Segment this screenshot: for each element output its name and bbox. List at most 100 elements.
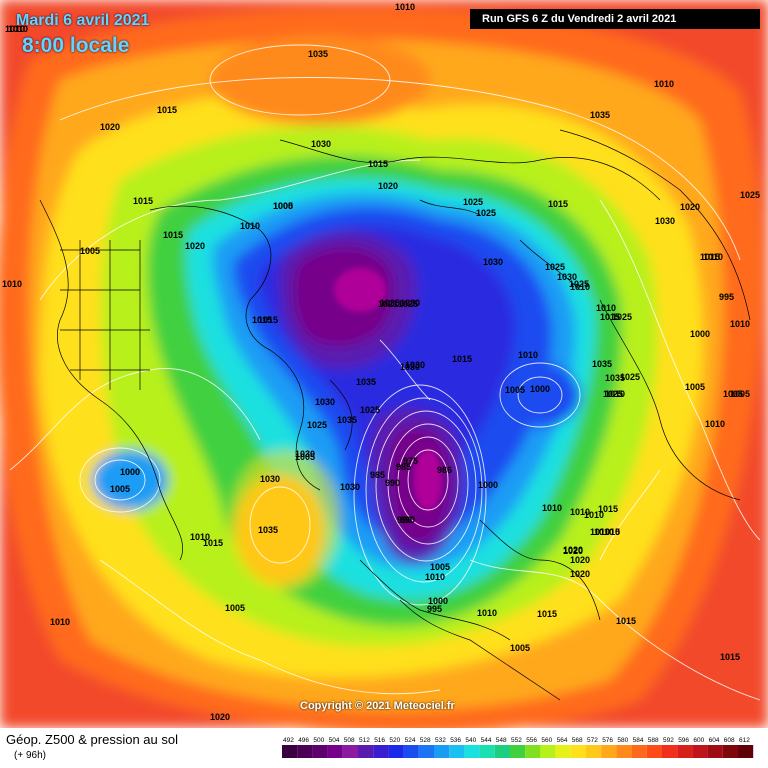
pressure-label: 1010	[395, 2, 415, 12]
pressure-label: 1000	[273, 201, 293, 211]
pressure-label: 1010	[600, 527, 620, 537]
scale-swatch	[738, 745, 754, 758]
pressure-label: 1025	[569, 279, 589, 289]
scale-swatch	[373, 745, 389, 758]
core-polar-low	[334, 268, 386, 312]
scale-tick-label: 580	[617, 737, 628, 744]
scale-swatch	[722, 745, 738, 758]
pressure-label: 1025	[603, 389, 623, 399]
pressure-label: 1000	[478, 480, 498, 490]
pressure-label: 1030	[315, 397, 335, 407]
scale-tick-label: 508	[344, 737, 355, 744]
scale-tick-label: 600	[693, 737, 704, 744]
pressure-label: 1030	[655, 216, 675, 226]
pressure-label: 1005	[80, 246, 100, 256]
pressure-label: 986	[437, 465, 452, 475]
scale-tick-label: 596	[678, 737, 689, 744]
pressure-label: 1015	[252, 315, 272, 325]
pressure-label: 1015	[600, 312, 620, 322]
pressure-label: 1015	[203, 538, 223, 548]
scale-swatch	[677, 745, 693, 758]
scale-swatch	[540, 745, 556, 758]
scale-tick-label: 612	[739, 737, 750, 744]
pressure-label: 1005	[685, 382, 705, 392]
scale-swatch	[282, 745, 298, 758]
pressure-label: 1025	[740, 190, 760, 200]
pressure-label: 1010	[542, 503, 562, 513]
scale-swatch	[388, 745, 404, 758]
scale-tick-label: 564	[557, 737, 568, 744]
pressure-label: 1005	[505, 385, 525, 395]
scale-swatch	[358, 745, 374, 758]
pressure-label: 1015	[548, 199, 568, 209]
pressure-label: 1025	[463, 197, 483, 207]
scale-tick-label: 528	[420, 737, 431, 744]
legend-subtitle: (+ 96h)	[14, 750, 46, 761]
pressure-label: 1010	[590, 527, 610, 537]
pressure-label: 1010	[518, 350, 538, 360]
pressure-label: 1015	[368, 159, 388, 169]
scale-swatch	[418, 745, 434, 758]
geopotential-map: 1010 1010 1035 1015 1020 1030 1015 1020 1015 1005…	[0, 0, 768, 728]
pressure-label: 1030	[400, 362, 420, 372]
z500-color-field	[0, 0, 768, 728]
scale-swatch	[327, 745, 343, 758]
pressure-label: 1010	[730, 319, 750, 329]
pressure-label: 1005	[723, 389, 743, 399]
scale-swatch	[449, 745, 465, 758]
pressure-label: 1030	[311, 139, 331, 149]
pressure-label: 1015	[720, 652, 740, 662]
pressure-label: 1035	[380, 298, 400, 308]
scale-swatch	[631, 745, 647, 758]
magenta-cores	[334, 268, 442, 510]
pressure-label: 1021	[378, 299, 398, 309]
scale-tick-label: 512	[359, 737, 370, 744]
scale-tick-label: 520	[389, 737, 400, 744]
field-yellow-atlantic-ridge	[230, 450, 340, 590]
pressure-label: 1035	[308, 49, 328, 59]
scale-tick-label: 532	[435, 737, 446, 744]
pressure-label: 1035	[590, 110, 610, 120]
pressure-label: 1025	[545, 262, 565, 272]
field-orange-north-pacific	[210, 35, 430, 125]
pressure-label: 1020	[570, 555, 590, 565]
scale-tick-label: 516	[374, 737, 385, 744]
pressure-label: 1005	[110, 484, 130, 494]
pressure-label: 1020	[378, 181, 398, 191]
pressure-label: 1010	[605, 389, 625, 399]
pressure-label: 1000	[120, 467, 140, 477]
pressure-label: 1020	[100, 122, 120, 132]
pressure-label: 990	[400, 515, 415, 525]
pressure-label: 1010	[703, 252, 723, 262]
forecast-time: 8:00 locale	[22, 34, 130, 57]
scale-swatch	[342, 745, 358, 758]
pressure-label: 1000	[690, 329, 710, 339]
scale-swatch	[570, 745, 586, 758]
forecast-date: Mardi 6 avril 2021	[16, 12, 150, 29]
scale-tick-label: 608	[724, 737, 735, 744]
pressure-label: 1030	[295, 449, 315, 459]
pressure-label: 1005	[510, 643, 530, 653]
pressure-label: 1025	[620, 372, 640, 382]
scale-tick-label: 540	[465, 737, 476, 744]
pressure-label: 1015	[616, 616, 636, 626]
scale-swatch	[312, 745, 328, 758]
pressure-label: 1030	[340, 482, 360, 492]
scale-swatch	[646, 745, 662, 758]
scale-tick-label: 524	[405, 737, 416, 744]
pressure-label: 975	[403, 456, 418, 466]
pressure-label: 1015	[700, 252, 720, 262]
scale-swatch	[662, 745, 678, 758]
legend-bar: Géop. Z500 & pression au sol (+ 96h) 492…	[0, 728, 768, 768]
scale-tick-label: 496	[298, 737, 309, 744]
pressure-label: 1010	[5, 24, 25, 34]
pressure-label: 1015	[258, 315, 278, 325]
scale-tick-label: 500	[313, 737, 324, 744]
scale-tick-label: 552	[511, 737, 522, 744]
pressure-label: 1010	[705, 419, 725, 429]
pressure-label: 1015	[163, 230, 183, 240]
pressure-label: 1035	[356, 377, 376, 387]
copyright-notice: Copyright © 2021 Meteociel.fr	[300, 700, 455, 712]
pressure-label: 1030	[557, 272, 577, 282]
pressure-label: 1005	[225, 603, 245, 613]
